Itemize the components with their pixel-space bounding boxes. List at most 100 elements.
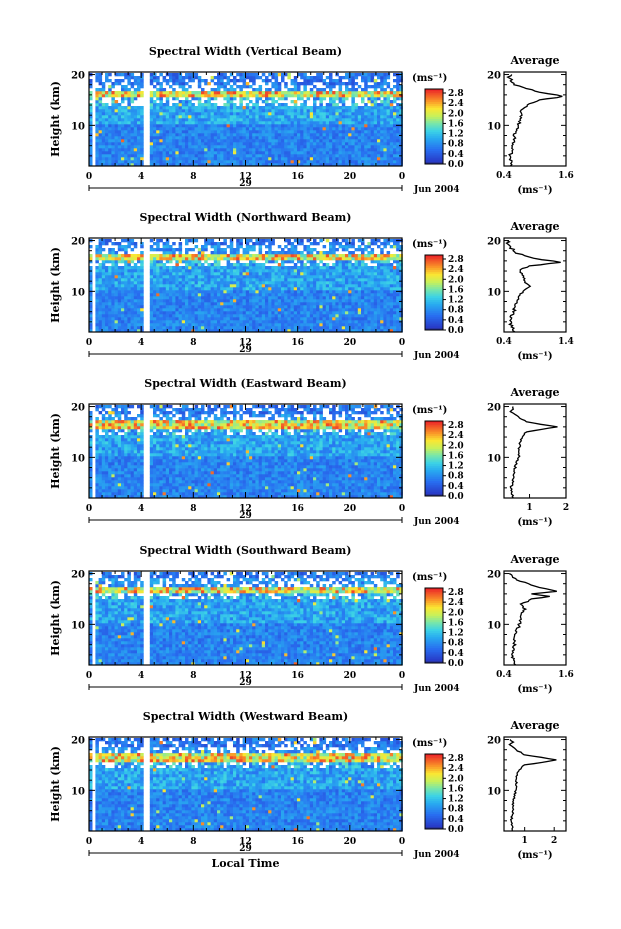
heatmap-cell — [261, 157, 266, 161]
heatmap-cell — [274, 142, 279, 146]
heatmap-cell — [98, 317, 103, 321]
heatmap-cell — [322, 320, 327, 324]
heatmap-cell — [98, 254, 103, 258]
heatmap-cell — [249, 284, 253, 288]
heatmap-cell — [213, 299, 218, 303]
heatmap-cell — [239, 145, 243, 149]
heatmap-cell — [226, 305, 231, 309]
heatmap-cell — [338, 130, 343, 134]
heatmap-cell — [386, 97, 391, 101]
heatmap-cell — [386, 160, 391, 164]
heatmap-cell — [261, 320, 266, 324]
heatmap-cell — [284, 151, 288, 155]
heatmap-cell — [223, 103, 227, 107]
heatmap-cell — [223, 248, 227, 252]
heatmap-cell — [297, 154, 301, 158]
heatmap-cell — [229, 130, 234, 134]
heatmap-cell — [357, 124, 362, 128]
heatmap-cell — [364, 139, 368, 143]
y-axis-label: Height (km) — [49, 81, 62, 157]
heatmap-cell — [255, 302, 259, 306]
heatmap-cell — [242, 115, 247, 119]
heatmap-cell — [121, 115, 125, 119]
heatmap-cell — [162, 302, 167, 306]
heatmap-cell — [124, 97, 128, 101]
heatmap-cell — [121, 154, 125, 158]
colorbar-units: (ms⁻¹) — [412, 73, 447, 84]
heatmap-cell — [178, 245, 183, 249]
heatmap-cell — [265, 317, 269, 321]
heatmap-cell — [396, 118, 400, 122]
heatmap-cell — [370, 130, 375, 134]
heatmap-cell — [162, 254, 167, 258]
heatmap-cell — [229, 142, 234, 146]
heatmap-cell — [105, 91, 109, 95]
heatmap-cell — [108, 281, 112, 285]
heatmap-cell — [370, 112, 375, 116]
heatmap-cell — [284, 320, 288, 324]
heatmap-cell — [281, 287, 285, 291]
heatmap-cell — [194, 260, 199, 264]
heatmap-cell — [389, 88, 394, 92]
heatmap-cell — [306, 127, 311, 131]
heatmap-cell — [255, 320, 259, 324]
heatmap-cell — [197, 154, 202, 158]
heatmap-cell — [149, 160, 154, 164]
heatmap-cell — [159, 82, 163, 86]
heatmap-cell — [130, 326, 135, 330]
heatmap-cell — [137, 314, 141, 318]
heatmap-cell — [322, 296, 327, 300]
heatmap-cell — [101, 272, 106, 276]
heatmap-cell — [95, 118, 99, 122]
heatmap-cell — [133, 320, 138, 324]
heatmap-cell — [377, 91, 381, 95]
heatmap-cell — [329, 329, 333, 333]
heatmap-cell — [313, 242, 317, 246]
heatmap-cell — [252, 124, 256, 128]
heatmap-cell — [226, 275, 231, 279]
heatmap-cell — [185, 94, 189, 98]
heatmap-cell — [130, 133, 135, 137]
heatmap-cell — [229, 305, 234, 309]
heatmap-cell — [114, 278, 119, 282]
heatmap-cell — [233, 133, 237, 137]
heatmap-cell — [332, 163, 336, 167]
heatmap-cell — [242, 275, 247, 279]
heatmap-cell — [175, 272, 179, 276]
heatmap-cell — [181, 79, 186, 83]
heatmap-cell — [322, 266, 327, 270]
heatmap-cell — [361, 127, 365, 131]
heatmap-cell — [165, 314, 170, 318]
heatmap-cell — [249, 112, 253, 116]
heatmap-cell — [153, 275, 157, 279]
heatmap-cell — [194, 157, 199, 161]
heatmap-cell — [153, 130, 157, 134]
heatmap-cell — [297, 251, 301, 255]
heatmap-cell — [188, 296, 192, 300]
heatmap-cell — [242, 142, 247, 146]
heatmap-cell — [370, 79, 375, 83]
heatmap-cell — [325, 103, 330, 107]
colorbar-segment — [425, 156, 443, 159]
heatmap-cell — [213, 281, 218, 285]
colorbar-tick-label: 0.0 — [448, 160, 464, 170]
heatmap-cell — [322, 257, 327, 261]
heatmap-cell — [140, 109, 144, 113]
heatmap-cell — [265, 278, 269, 282]
heatmap-cell — [313, 329, 317, 333]
heatmap-cell — [133, 130, 138, 134]
heatmap-cell — [373, 97, 378, 101]
heatmap-cell — [255, 317, 259, 321]
heatmap-cell — [239, 118, 243, 122]
heatmap-cell — [229, 257, 234, 261]
heatmap-cell — [101, 266, 106, 270]
heatmap-cell — [293, 163, 298, 167]
heatmap-cell — [233, 79, 237, 83]
heatmap-cell — [345, 73, 349, 77]
heatmap-cell — [341, 311, 346, 315]
heatmap-cell — [258, 278, 263, 282]
heatmap-cell — [137, 299, 141, 303]
heatmap-cell — [271, 73, 275, 77]
heatmap-cell — [181, 133, 186, 137]
heatmap-cell — [249, 124, 253, 128]
